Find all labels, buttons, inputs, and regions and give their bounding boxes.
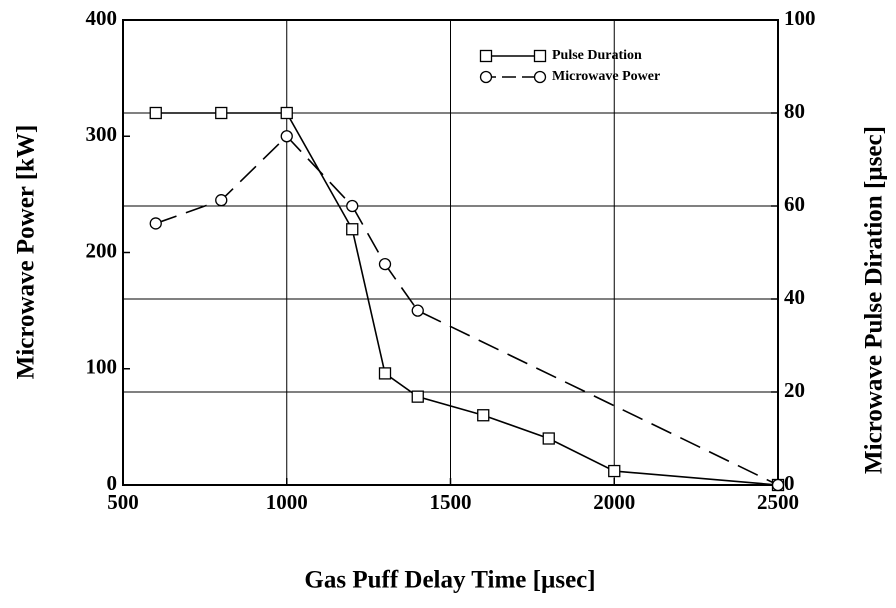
y-tick-label: 400 xyxy=(86,6,118,30)
series-line xyxy=(155,135,779,486)
marker xyxy=(378,367,392,380)
marker xyxy=(479,49,493,63)
y2-tick-label: 80 xyxy=(784,99,805,123)
x-tick-label: 1000 xyxy=(266,490,308,514)
marker xyxy=(411,390,424,403)
marker xyxy=(280,130,293,143)
marker xyxy=(771,478,785,492)
marker xyxy=(280,106,293,120)
y-axis-label: Microwave Power [kW] xyxy=(13,125,40,380)
marker xyxy=(149,106,162,120)
plot-frame xyxy=(122,19,779,486)
legend-label: Pulse Duration xyxy=(552,48,642,63)
y-tick-label: 200 xyxy=(86,238,118,262)
marker xyxy=(533,49,547,63)
marker xyxy=(346,199,359,213)
marker xyxy=(149,217,162,230)
marker xyxy=(542,432,555,445)
legend: Pulse Duration Microwave Power xyxy=(479,48,660,84)
y-tick-label: 300 xyxy=(86,122,118,146)
y2-axis-label: Microwave Pulse Diration [µsec] xyxy=(861,126,888,474)
x-tick-label: 2500 xyxy=(757,490,799,514)
x-tick-label: 500 xyxy=(107,490,139,514)
x-tick-label: 1500 xyxy=(430,490,472,514)
marker xyxy=(378,257,392,271)
y2-tick-label: 60 xyxy=(784,192,805,216)
marker xyxy=(346,223,359,236)
y2-tick-label: 0 xyxy=(784,471,795,495)
y-tick-label: 0 xyxy=(107,471,118,495)
marker xyxy=(477,409,490,422)
marker xyxy=(411,304,424,317)
marker xyxy=(215,194,228,207)
x-tick-label: 2000 xyxy=(593,490,635,514)
y2-tick-label: 100 xyxy=(784,6,816,30)
marker xyxy=(533,70,547,84)
legend-label: Microwave Power xyxy=(552,69,660,84)
y-tick-label: 100 xyxy=(86,355,118,379)
x-axis-label: Gas Puff Delay Time [µsec] xyxy=(304,567,595,594)
y2-tick-label: 20 xyxy=(784,378,805,402)
series-line xyxy=(155,112,779,486)
marker xyxy=(215,106,228,120)
y2-tick-label: 40 xyxy=(784,285,805,309)
marker xyxy=(608,464,621,478)
marker xyxy=(479,70,493,84)
